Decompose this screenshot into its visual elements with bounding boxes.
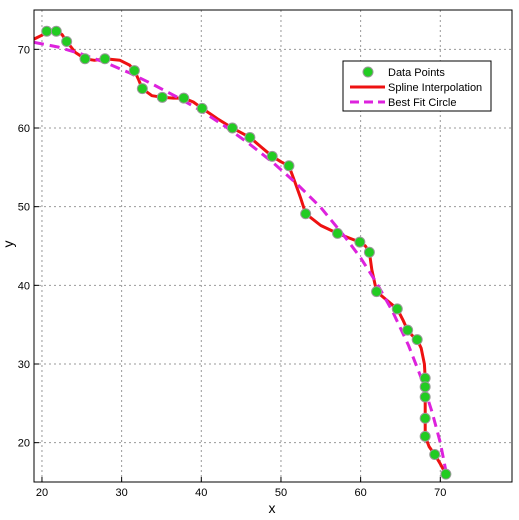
- x-tick-label: 30: [116, 487, 128, 499]
- data-point-marker: [178, 92, 190, 104]
- y-tick-label: 70: [18, 44, 30, 56]
- plot-area: [34, 25, 452, 480]
- legend-marker-data-points: [362, 66, 374, 78]
- y-axis-ticks: 20 30 40 50 60 70: [18, 44, 39, 450]
- y-tick-label: 40: [18, 280, 30, 292]
- legend-label-circle: Best Fit Circle: [388, 97, 456, 109]
- y-axis-label: y: [0, 241, 16, 248]
- x-tick-label: 40: [195, 487, 207, 499]
- data-point-marker: [156, 91, 168, 103]
- data-point-marker: [419, 412, 431, 424]
- data-point-marker: [419, 381, 431, 393]
- y-tick-label: 20: [18, 438, 30, 450]
- data-point-marker: [61, 35, 73, 47]
- data-point-marker: [300, 208, 312, 220]
- data-point-marker: [419, 430, 431, 442]
- data-point-marker: [283, 160, 295, 172]
- data-point-marker: [136, 83, 148, 95]
- y-tick-label: 60: [18, 123, 30, 135]
- legend-label-data-points: Data Points: [388, 67, 445, 79]
- data-point-marker: [128, 65, 140, 77]
- axes-frame: [33, 9, 513, 483]
- data-point-marker: [402, 324, 414, 336]
- series-line-best-fit-circle: [34, 40, 448, 472]
- data-point-marker: [419, 391, 431, 403]
- x-tick-label: 20: [36, 487, 48, 499]
- data-point-marker: [79, 53, 91, 65]
- data-point-marker: [50, 25, 62, 37]
- x-axis-ticks: 20 30 40 50 60 70: [36, 477, 446, 499]
- legend-label-spline: Spline Interpolation: [388, 82, 482, 94]
- data-point-marker: [440, 468, 452, 480]
- x-tick-label: 60: [355, 487, 367, 499]
- data-point-marker: [266, 150, 278, 162]
- data-point-marker: [196, 102, 208, 114]
- data-point-marker: [411, 334, 423, 346]
- data-point-marker: [226, 122, 238, 134]
- x-axis-label: x: [269, 500, 276, 516]
- data-point-marker: [99, 53, 111, 65]
- x-tick-label: 50: [275, 487, 287, 499]
- y-tick-label: 50: [18, 202, 30, 214]
- data-point-marker: [429, 448, 441, 460]
- x-tick-label: 70: [434, 487, 446, 499]
- data-point-marker: [391, 303, 403, 315]
- y-tick-label: 30: [18, 359, 30, 371]
- data-point-marker: [244, 131, 256, 143]
- data-point-marker: [354, 236, 366, 248]
- legend: Data Points Spline Interpolation Best Fi…: [342, 60, 492, 112]
- data-point-marker: [41, 25, 53, 37]
- data-point-marker: [363, 246, 375, 258]
- data-point-marker: [371, 286, 383, 298]
- data-point-marker: [332, 227, 344, 239]
